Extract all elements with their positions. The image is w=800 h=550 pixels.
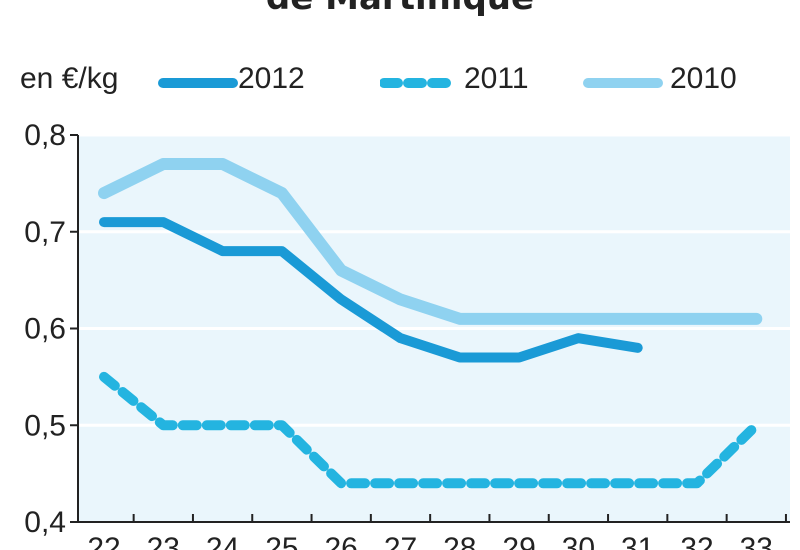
series-line-2012	[99, 217, 643, 363]
legend-label-2010: 2010	[670, 62, 737, 95]
y-tick-label-0: 0,8	[24, 119, 66, 152]
legend-swatch-2010	[583, 78, 663, 88]
legend-label-2011: 2011	[464, 62, 529, 95]
y-tick-label-3: 0,5	[24, 409, 66, 442]
x-tick-label-1: 23	[147, 532, 180, 550]
chart-title: de Martinique	[0, 0, 800, 18]
x-tick-label-7: 29	[502, 532, 535, 550]
series-line-2011	[99, 371, 762, 489]
x-tick-label-8: 30	[562, 532, 595, 550]
y-tick-label-2: 0,6	[24, 313, 66, 346]
legend-swatch-2011	[380, 78, 460, 88]
y-tick-label-4: 0,4	[24, 506, 66, 539]
x-tick-label-2: 24	[206, 532, 239, 550]
x-tick-label-4: 26	[325, 532, 358, 550]
series-line-2010	[98, 158, 763, 325]
legend-swatch-2012	[158, 78, 238, 88]
x-tick-label-11: 33	[740, 532, 773, 550]
x-tick-label-9: 31	[621, 532, 654, 550]
x-tick-label-6: 28	[443, 532, 476, 550]
x-tick-label-5: 27	[384, 532, 417, 550]
x-tick-label-3: 25	[265, 532, 298, 550]
x-tick-label-10: 32	[680, 532, 713, 550]
y-tick-label-1: 0,7	[24, 216, 66, 249]
x-tick-label-0: 22	[87, 532, 120, 550]
y-axis-unit-label: en €/kg	[20, 62, 119, 95]
legend-label-2012: 2012	[238, 62, 305, 95]
